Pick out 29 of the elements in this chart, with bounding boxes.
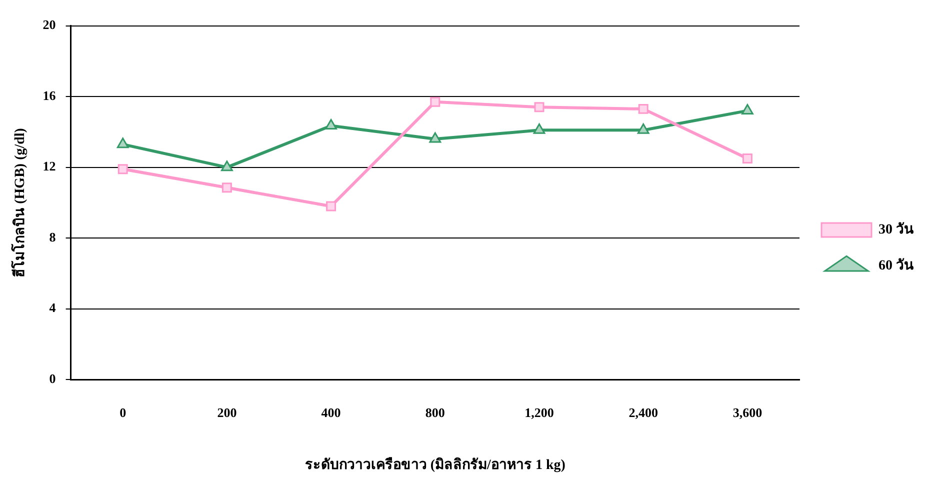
x-tick-label: 1,200 xyxy=(524,404,554,420)
y-tick-label: 8 xyxy=(49,229,56,244)
x-tick-label: 3,600 xyxy=(732,404,762,420)
y-tick-label: 12 xyxy=(42,158,56,174)
point xyxy=(222,182,232,193)
point xyxy=(221,160,233,172)
y-axis-title: ฮีโมโกลบิน (HGB) (g/dl) xyxy=(10,128,28,278)
point xyxy=(429,132,442,143)
x-tick-label: 200 xyxy=(217,404,237,420)
y-tick-label: 4 xyxy=(49,300,56,316)
legend-label: 60 วัน xyxy=(878,258,914,274)
y-tick-label: 16 xyxy=(42,88,56,103)
point xyxy=(638,104,648,114)
legend-label: 30 วัน xyxy=(878,222,914,238)
x-tick-label: 0 xyxy=(120,404,126,420)
x-axis-title: ระดับกวาวเครือขาว (มิลลิกรัม/อาหาร 1 kg) xyxy=(304,457,566,474)
x-tick-label: 800 xyxy=(425,404,445,420)
x-tick-label: 2,400 xyxy=(628,404,658,420)
point xyxy=(325,119,337,130)
point xyxy=(118,164,128,174)
point xyxy=(742,153,752,164)
point xyxy=(637,123,650,134)
point xyxy=(116,138,129,148)
point xyxy=(533,123,546,134)
point xyxy=(326,201,336,212)
y-tick-label: 0 xyxy=(49,370,56,386)
y-tick-label: 20 xyxy=(42,17,56,32)
point xyxy=(742,104,754,114)
x-tick-label: 400 xyxy=(321,404,341,420)
